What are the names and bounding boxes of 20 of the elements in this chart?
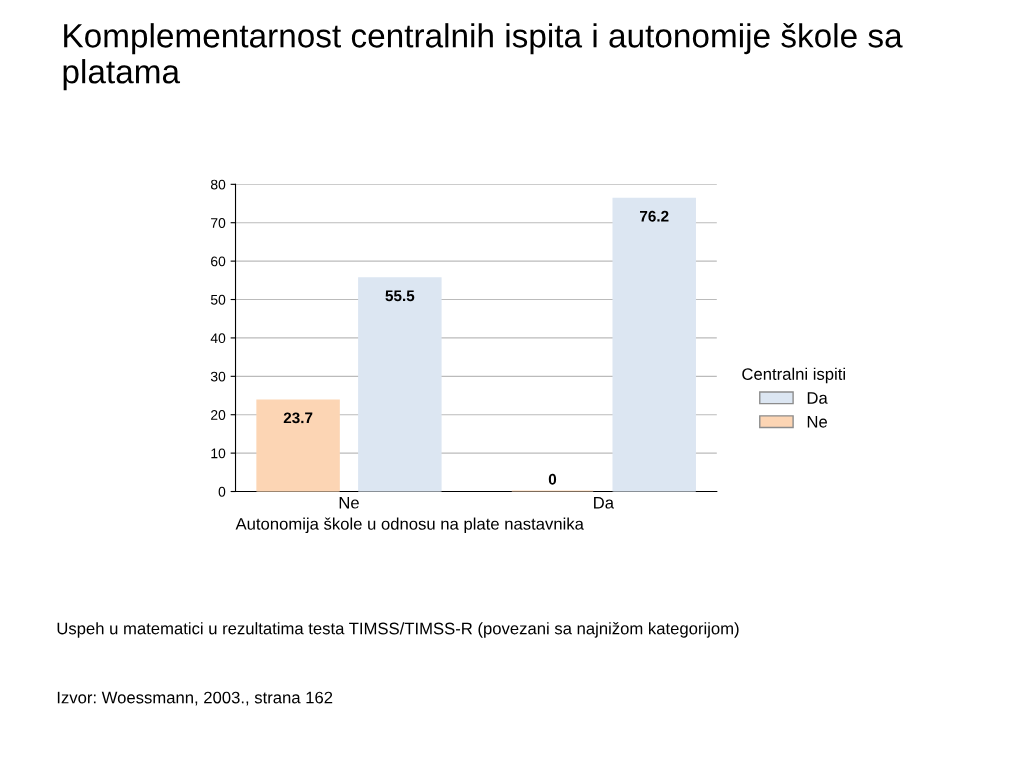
y-tick-label: 70 [211,218,226,228]
y-tick-label: 80 [210,179,226,190]
x-axis-title: Autonomija škole u odnosu na plate nastavnika [235,517,584,534]
y-tick-label: 0 [218,486,226,497]
chart-title: Komplementarnost centralnih ispita i autonomije škole sa platama [63,23,903,91]
y-tick-label: 20 [211,410,226,420]
text: Uspeh u matematici u rezultatima testa TIMSS/TIMSS-R (povezani sa najnižom kategorijom) [57,622,739,638]
y-tick-label: 50 [210,294,226,305]
data-label: 23.7 [283,412,313,424]
y-tick-label: 10 [211,448,226,459]
legend-title: Centralni ispiti [742,367,845,384]
data-label: 0 [548,473,557,485]
data-label: 76.2 [640,210,669,222]
y-tick-label: 40 [210,333,226,344]
y-tick-label: 30 [210,371,226,382]
y-tick-label: 60 [211,256,226,267]
legend-label: Da [807,392,828,404]
legend-label: Ne [807,416,827,428]
data-label: 55.5 [385,290,415,302]
text: Izvor: Woessmann, 2003., strana 162 [57,691,333,706]
